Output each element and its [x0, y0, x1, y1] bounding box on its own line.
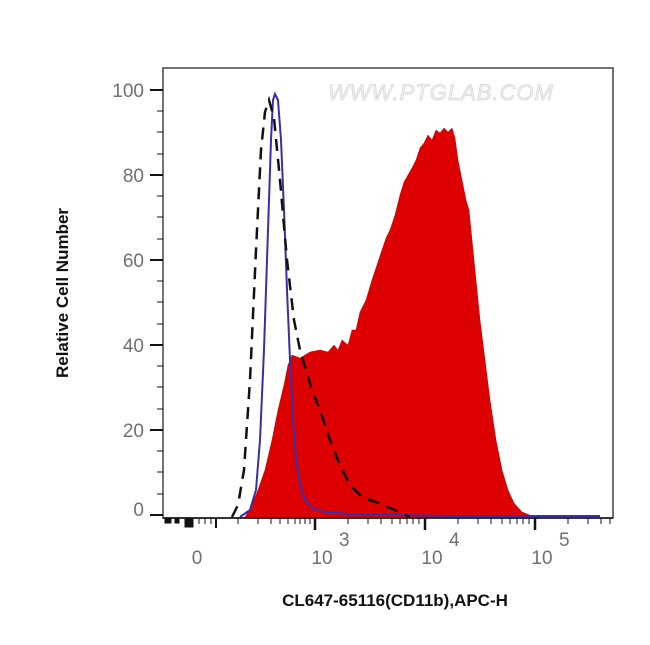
svg-text:4: 4 — [449, 530, 460, 551]
svg-text:80: 80 — [123, 166, 144, 187]
x-axis — [163, 517, 613, 530]
y-axis-title: Relative Cell Number — [53, 208, 72, 378]
watermark: WWW.PTGLAB.COM — [328, 80, 554, 105]
y-axis — [150, 89, 163, 516]
svg-text:10: 10 — [311, 548, 332, 569]
blank-control-dashed-line — [230, 95, 411, 519]
isotype-control-line — [239, 91, 600, 518]
svg-text:20: 20 — [123, 421, 144, 442]
svg-text:3: 3 — [339, 530, 350, 551]
cd11b-filled-histogram — [244, 127, 541, 518]
x-axis-title: CL647-65116(CD11b),APC-H — [282, 591, 508, 610]
svg-text:0: 0 — [133, 500, 144, 521]
svg-text:100: 100 — [112, 81, 144, 102]
svg-text:5: 5 — [559, 530, 570, 551]
svg-text:10: 10 — [421, 548, 442, 569]
x-tick-labels: 0 10 3 10 4 10 5 — [192, 530, 570, 569]
svg-text:0: 0 — [192, 548, 203, 569]
svg-text:10: 10 — [531, 548, 552, 569]
svg-text:60: 60 — [123, 251, 144, 272]
y-tick-labels: 100 80 60 40 20 0 — [112, 81, 144, 521]
svg-text:40: 40 — [123, 336, 144, 357]
